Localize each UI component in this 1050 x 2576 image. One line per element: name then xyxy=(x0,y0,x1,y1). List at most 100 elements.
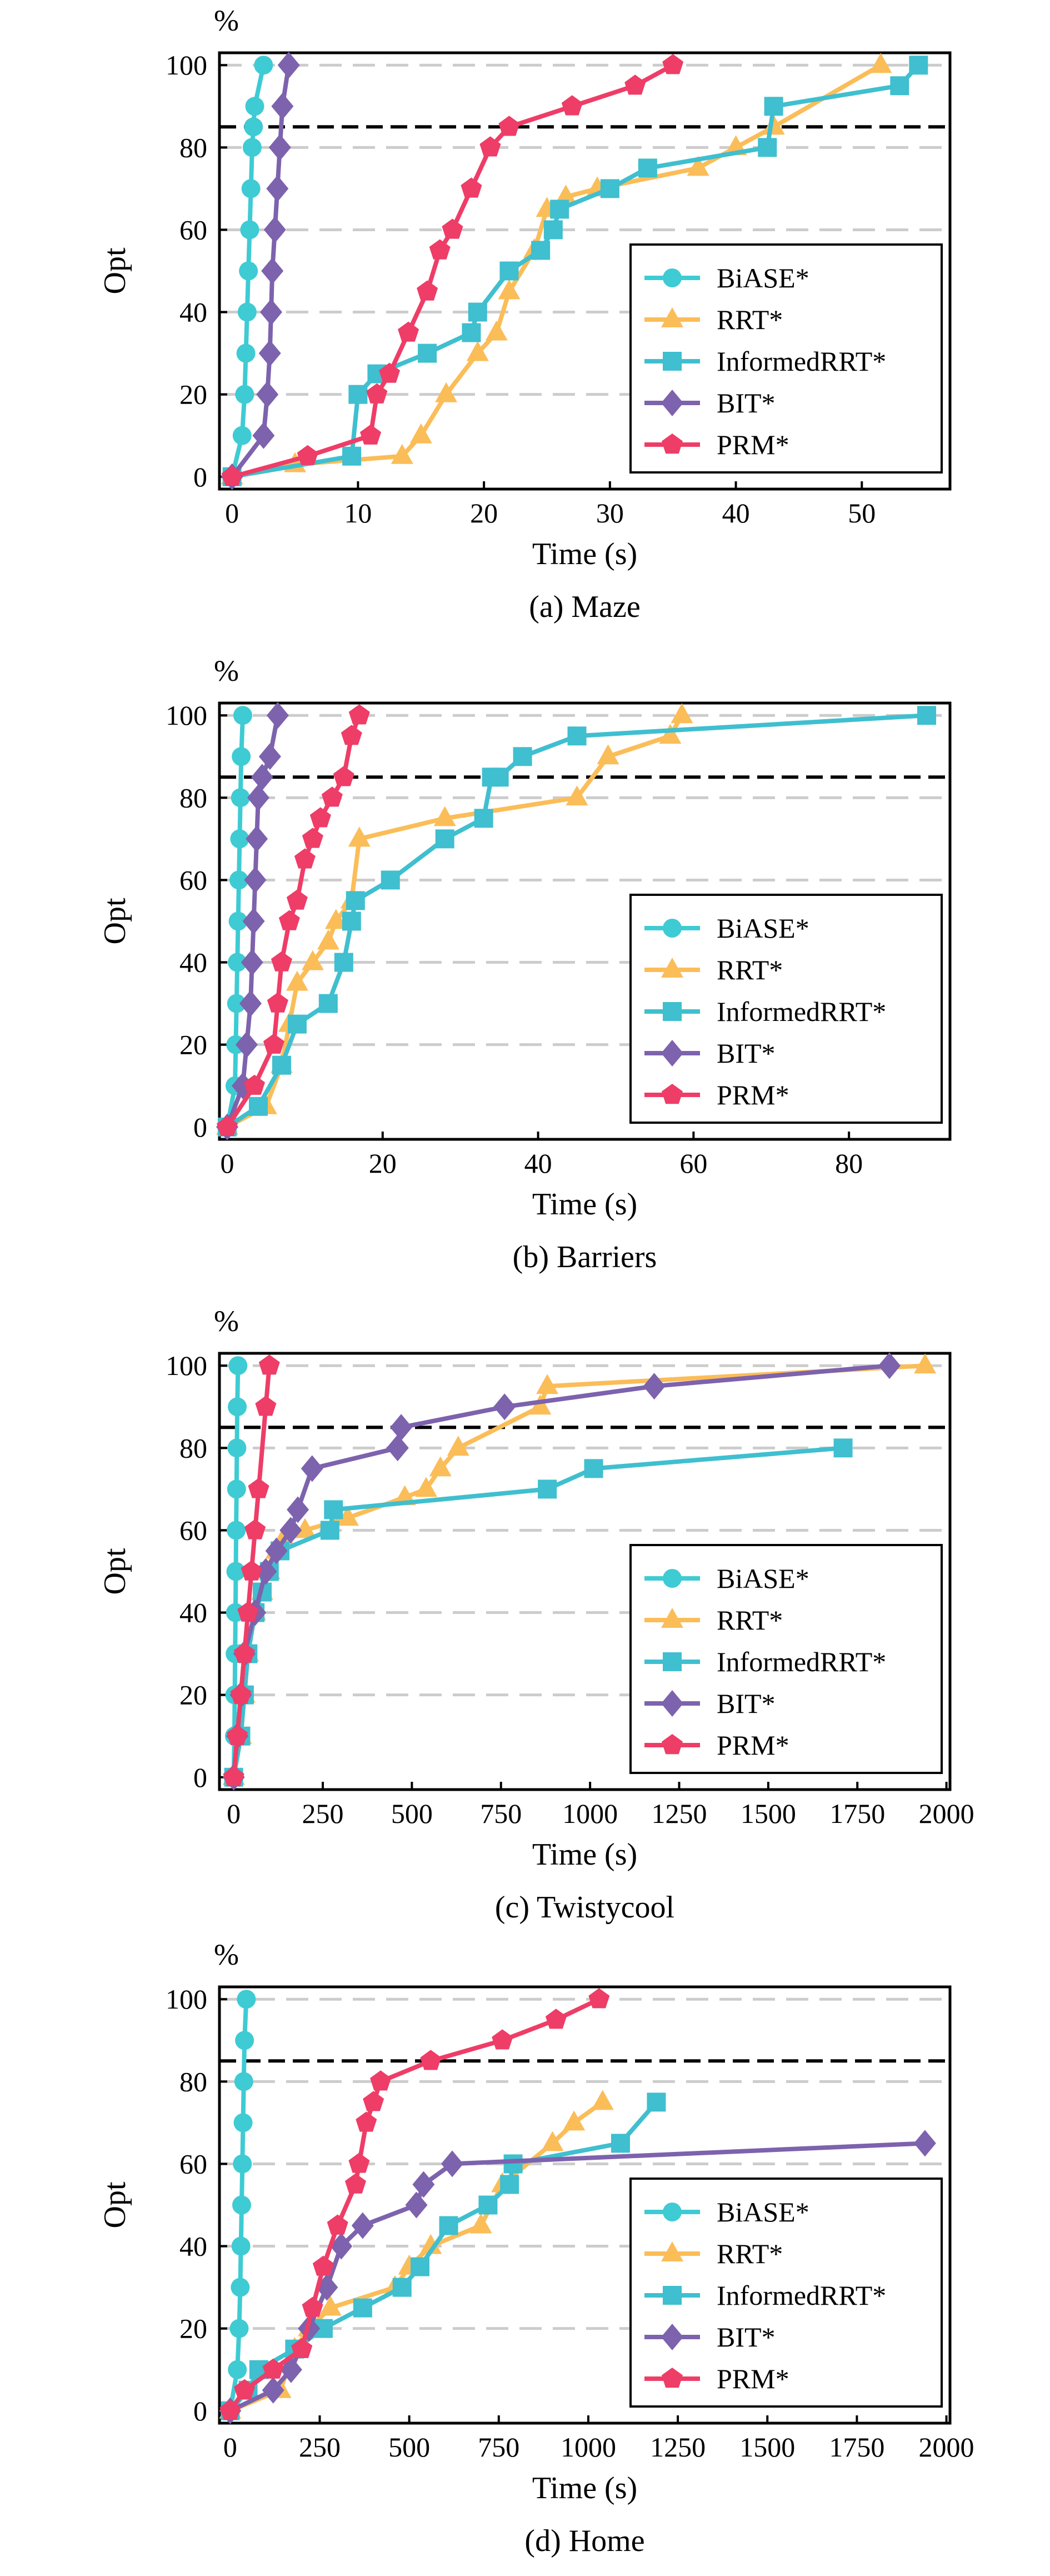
data-point xyxy=(758,138,777,157)
legend-marker xyxy=(662,1734,683,1755)
x-tick-label: 2000 xyxy=(919,2431,974,2463)
data-point xyxy=(221,465,243,486)
data-point xyxy=(461,177,482,198)
y-axis: 0 20 40 60 80 100 xyxy=(166,49,227,492)
legend-label: RRT* xyxy=(717,304,783,335)
plot-frame xyxy=(218,701,952,1141)
data-point xyxy=(342,446,362,466)
data-point xyxy=(441,2150,463,2178)
data-point xyxy=(833,1438,853,1458)
y-unit-label: % xyxy=(214,1938,239,1971)
y-tick-label: 100 xyxy=(166,1350,207,1381)
data-point xyxy=(228,953,247,972)
x-tick-label: 0 xyxy=(220,1148,234,1179)
y-tick-label: 100 xyxy=(166,1984,207,2015)
y-tick-label: 20 xyxy=(179,2313,207,2344)
legend-label: RRT* xyxy=(717,2238,783,2269)
data-point xyxy=(297,445,318,465)
data-point xyxy=(405,2191,428,2219)
x-tick-label: 50 xyxy=(848,497,876,529)
data-point xyxy=(231,788,250,808)
plot-frame xyxy=(218,51,952,491)
legend-box xyxy=(629,2178,943,2408)
data-point xyxy=(278,910,300,930)
data-point xyxy=(419,2234,442,2254)
data-point xyxy=(260,298,282,326)
x-tick-label: 1750 xyxy=(829,2431,884,2463)
series-line xyxy=(226,713,927,1129)
legend-marker xyxy=(663,352,682,371)
data-point xyxy=(234,2379,256,2399)
data-point xyxy=(327,2214,348,2235)
x-tick-label: 1000 xyxy=(561,2431,616,2463)
data-point xyxy=(232,747,251,766)
data-point xyxy=(390,1414,413,1441)
x-tick-label: 500 xyxy=(391,1798,433,1829)
data-point xyxy=(271,93,294,120)
legend-box xyxy=(629,894,943,1124)
x-tick-label: 40 xyxy=(524,1148,552,1179)
data-point xyxy=(228,1397,247,1417)
y-tick-label: 100 xyxy=(166,49,207,81)
data-point xyxy=(492,2029,513,2050)
x-tick-label: 60 xyxy=(679,1148,707,1179)
y-tick-label: 60 xyxy=(179,2148,207,2179)
data-point xyxy=(513,747,532,766)
data-point xyxy=(241,179,261,198)
data-point xyxy=(233,1642,255,1663)
x-tick-label: 1250 xyxy=(651,1798,707,1829)
data-point xyxy=(287,1496,309,1523)
data-point xyxy=(237,1601,259,1622)
data-point xyxy=(503,2154,523,2174)
series-informedrrt xyxy=(221,2092,666,2420)
data-point xyxy=(566,785,588,806)
data-point xyxy=(360,424,382,445)
data-point xyxy=(242,908,265,935)
y-tick-label: 0 xyxy=(193,461,207,492)
data-point xyxy=(489,768,509,787)
chart-caption: (a) Maze xyxy=(529,590,641,624)
data-point xyxy=(563,2110,586,2131)
data-point xyxy=(268,134,291,161)
data-point xyxy=(266,702,289,729)
y-tick-label: 0 xyxy=(193,2395,207,2426)
data-point xyxy=(235,385,254,404)
y-tick-label: 40 xyxy=(179,2231,207,2262)
y-unit-label: % xyxy=(214,4,239,37)
chart-caption: (b) Barriers xyxy=(513,1240,657,1274)
chart-caption: (c) Twistycool xyxy=(495,1890,674,1925)
data-point xyxy=(266,175,289,202)
y-axis-label: Opt xyxy=(98,2181,132,2228)
data-point xyxy=(334,953,353,972)
data-point xyxy=(500,2175,519,2194)
legend-marker xyxy=(661,1608,683,1628)
legend: BiASE* RRT* InformedRRT* BIT* PRM* xyxy=(629,1544,943,1774)
data-point xyxy=(242,138,262,157)
data-point xyxy=(442,218,463,239)
data-point xyxy=(244,117,263,137)
data-point xyxy=(309,807,331,828)
data-point xyxy=(479,136,501,157)
data-point xyxy=(550,200,569,219)
legend-label: BiASE* xyxy=(717,2196,809,2228)
x-tick-label: 20 xyxy=(470,497,498,529)
data-point xyxy=(246,825,268,853)
data-point xyxy=(291,2338,313,2358)
series-prm xyxy=(223,1354,280,1786)
data-point xyxy=(435,382,458,402)
data-point xyxy=(229,2319,249,2338)
data-point xyxy=(235,2031,254,2050)
data-point xyxy=(237,1990,256,2009)
legend-label: BIT* xyxy=(717,1038,776,1069)
data-point xyxy=(469,2213,492,2234)
data-point xyxy=(317,929,339,950)
data-point xyxy=(244,1519,266,1539)
data-point xyxy=(439,2216,458,2235)
data-point xyxy=(227,1725,248,1745)
y-tick-label: 20 xyxy=(179,1029,207,1060)
legend-label: RRT* xyxy=(717,954,783,985)
legend-marker xyxy=(663,1569,682,1588)
x-tick-label: 10 xyxy=(344,497,372,529)
data-point xyxy=(498,279,521,300)
legend-marker xyxy=(663,1652,682,1671)
